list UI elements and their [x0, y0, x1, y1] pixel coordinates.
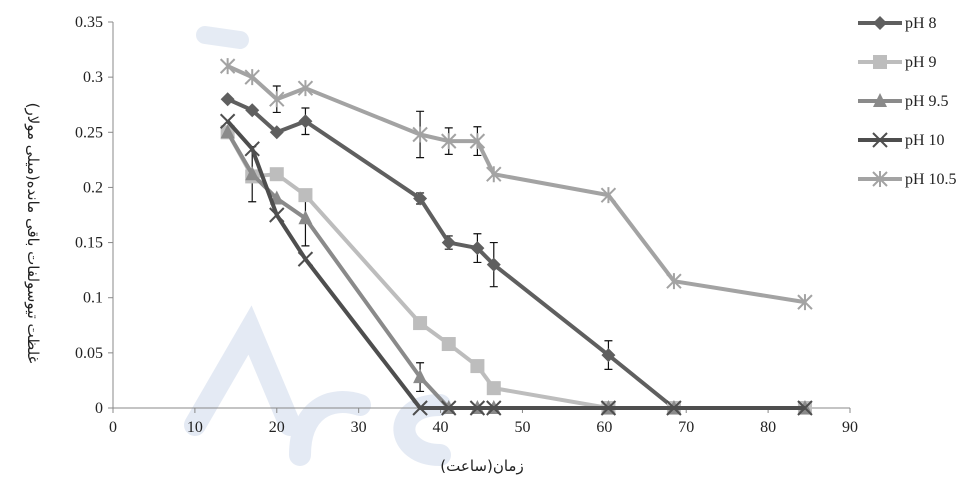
data-point — [269, 125, 284, 140]
series-ph-9 — [220, 125, 812, 415]
x-tick-label: 80 — [760, 419, 776, 436]
y-tick-label: 0.3 — [83, 69, 103, 86]
error-bars — [248, 85, 613, 393]
data-point — [486, 400, 502, 416]
data-point — [244, 141, 260, 157]
y-tick-label: 0 — [95, 400, 103, 417]
data-point — [486, 166, 502, 183]
x-tick-label: 20 — [269, 419, 285, 436]
data-point — [486, 257, 501, 272]
data-point — [297, 80, 314, 97]
data-point — [245, 166, 260, 181]
data-point — [469, 133, 486, 150]
data-point — [486, 381, 501, 396]
data-point — [269, 91, 285, 108]
data-point — [220, 92, 235, 107]
y-tick-label: 0.25 — [75, 124, 103, 141]
legend-marker — [873, 55, 887, 69]
watermark-stroke — [196, 26, 249, 49]
data-point — [244, 69, 260, 86]
legend-entry: pH 9.5 — [858, 93, 949, 110]
data-point — [600, 400, 617, 416]
data-point — [797, 400, 813, 416]
legend-entry: pH 9 — [858, 54, 937, 71]
y-tick-label: 0.15 — [75, 235, 103, 252]
data-point — [797, 294, 813, 311]
legend-label: pH 10.5 — [905, 171, 957, 188]
data-point — [219, 113, 236, 129]
series-ph-10-5 — [219, 58, 813, 311]
legend-label: pH 8 — [905, 15, 937, 32]
series-line — [226, 64, 806, 305]
series-ph-9-5 — [220, 124, 812, 414]
x-tick-label: 30 — [351, 419, 367, 436]
series-group — [219, 58, 813, 416]
legend-label: pH 9.5 — [905, 93, 949, 110]
axes: 0 10 20 30 40 50 60 70 80 90 0 0.05 0.1 0.15 0.2 0.25 0.… — [75, 14, 858, 436]
series-line — [226, 97, 805, 410]
data-point — [412, 126, 428, 143]
y-tick-label: 0.35 — [75, 14, 103, 31]
legend-label: pH 9 — [905, 54, 937, 71]
x-tick-label: 70 — [678, 419, 694, 436]
data-point — [298, 114, 313, 129]
legend-marker — [872, 171, 888, 187]
data-point — [413, 191, 428, 206]
y-axis-title: غلظت تیوسولفات باقی مانده(میلی مولار) — [24, 103, 42, 364]
data-point — [269, 207, 285, 223]
data-point — [601, 348, 616, 363]
data-point — [298, 210, 313, 225]
data-point — [666, 400, 682, 416]
legend-entry: pH 10.5 — [858, 171, 957, 188]
x-tick-label: 90 — [842, 419, 858, 436]
data-point — [441, 133, 457, 150]
legend-marker — [873, 93, 887, 107]
data-point — [470, 359, 485, 374]
data-point — [666, 273, 682, 290]
x-tick-label: 0 — [109, 419, 117, 436]
data-point — [298, 188, 313, 203]
data-point — [269, 167, 284, 182]
data-point — [441, 400, 457, 416]
data-point — [413, 369, 428, 384]
x-tick-label: 10 — [187, 419, 203, 436]
watermark-stroke — [184, 305, 301, 436]
series-line — [226, 119, 805, 410]
legend: pH 8 pH 9 pH 9.5 pH 10 pH 10.5 — [858, 15, 957, 188]
data-point — [220, 124, 235, 139]
y-tick-label: 0.1 — [83, 290, 103, 307]
x-tick-label: 50 — [514, 419, 530, 436]
x-tick-label: 40 — [433, 419, 449, 436]
x-axis-title: زمان(ساعت) — [440, 457, 523, 475]
data-point — [219, 58, 236, 75]
data-point — [441, 235, 456, 250]
y-tick-label: 0.2 — [83, 179, 103, 196]
legend-label: pH 10 — [905, 132, 945, 149]
series-ph-8 — [220, 92, 812, 415]
watermark — [184, 26, 451, 466]
series-ph-10 — [219, 113, 813, 416]
watermark-stroke — [289, 391, 371, 466]
data-point — [297, 251, 314, 267]
y-tick-label: 0.05 — [75, 345, 103, 362]
data-point — [470, 241, 485, 256]
data-point — [600, 187, 617, 204]
legend-entry: pH 8 — [858, 15, 937, 32]
legend-entry: pH 10 — [858, 132, 945, 149]
data-point — [412, 400, 428, 416]
legend-marker — [872, 132, 888, 148]
legend-marker — [873, 16, 887, 30]
data-point — [441, 337, 456, 352]
data-point — [469, 400, 486, 416]
x-tick-label: 60 — [596, 419, 612, 436]
data-point — [245, 103, 260, 118]
data-point — [413, 316, 428, 331]
